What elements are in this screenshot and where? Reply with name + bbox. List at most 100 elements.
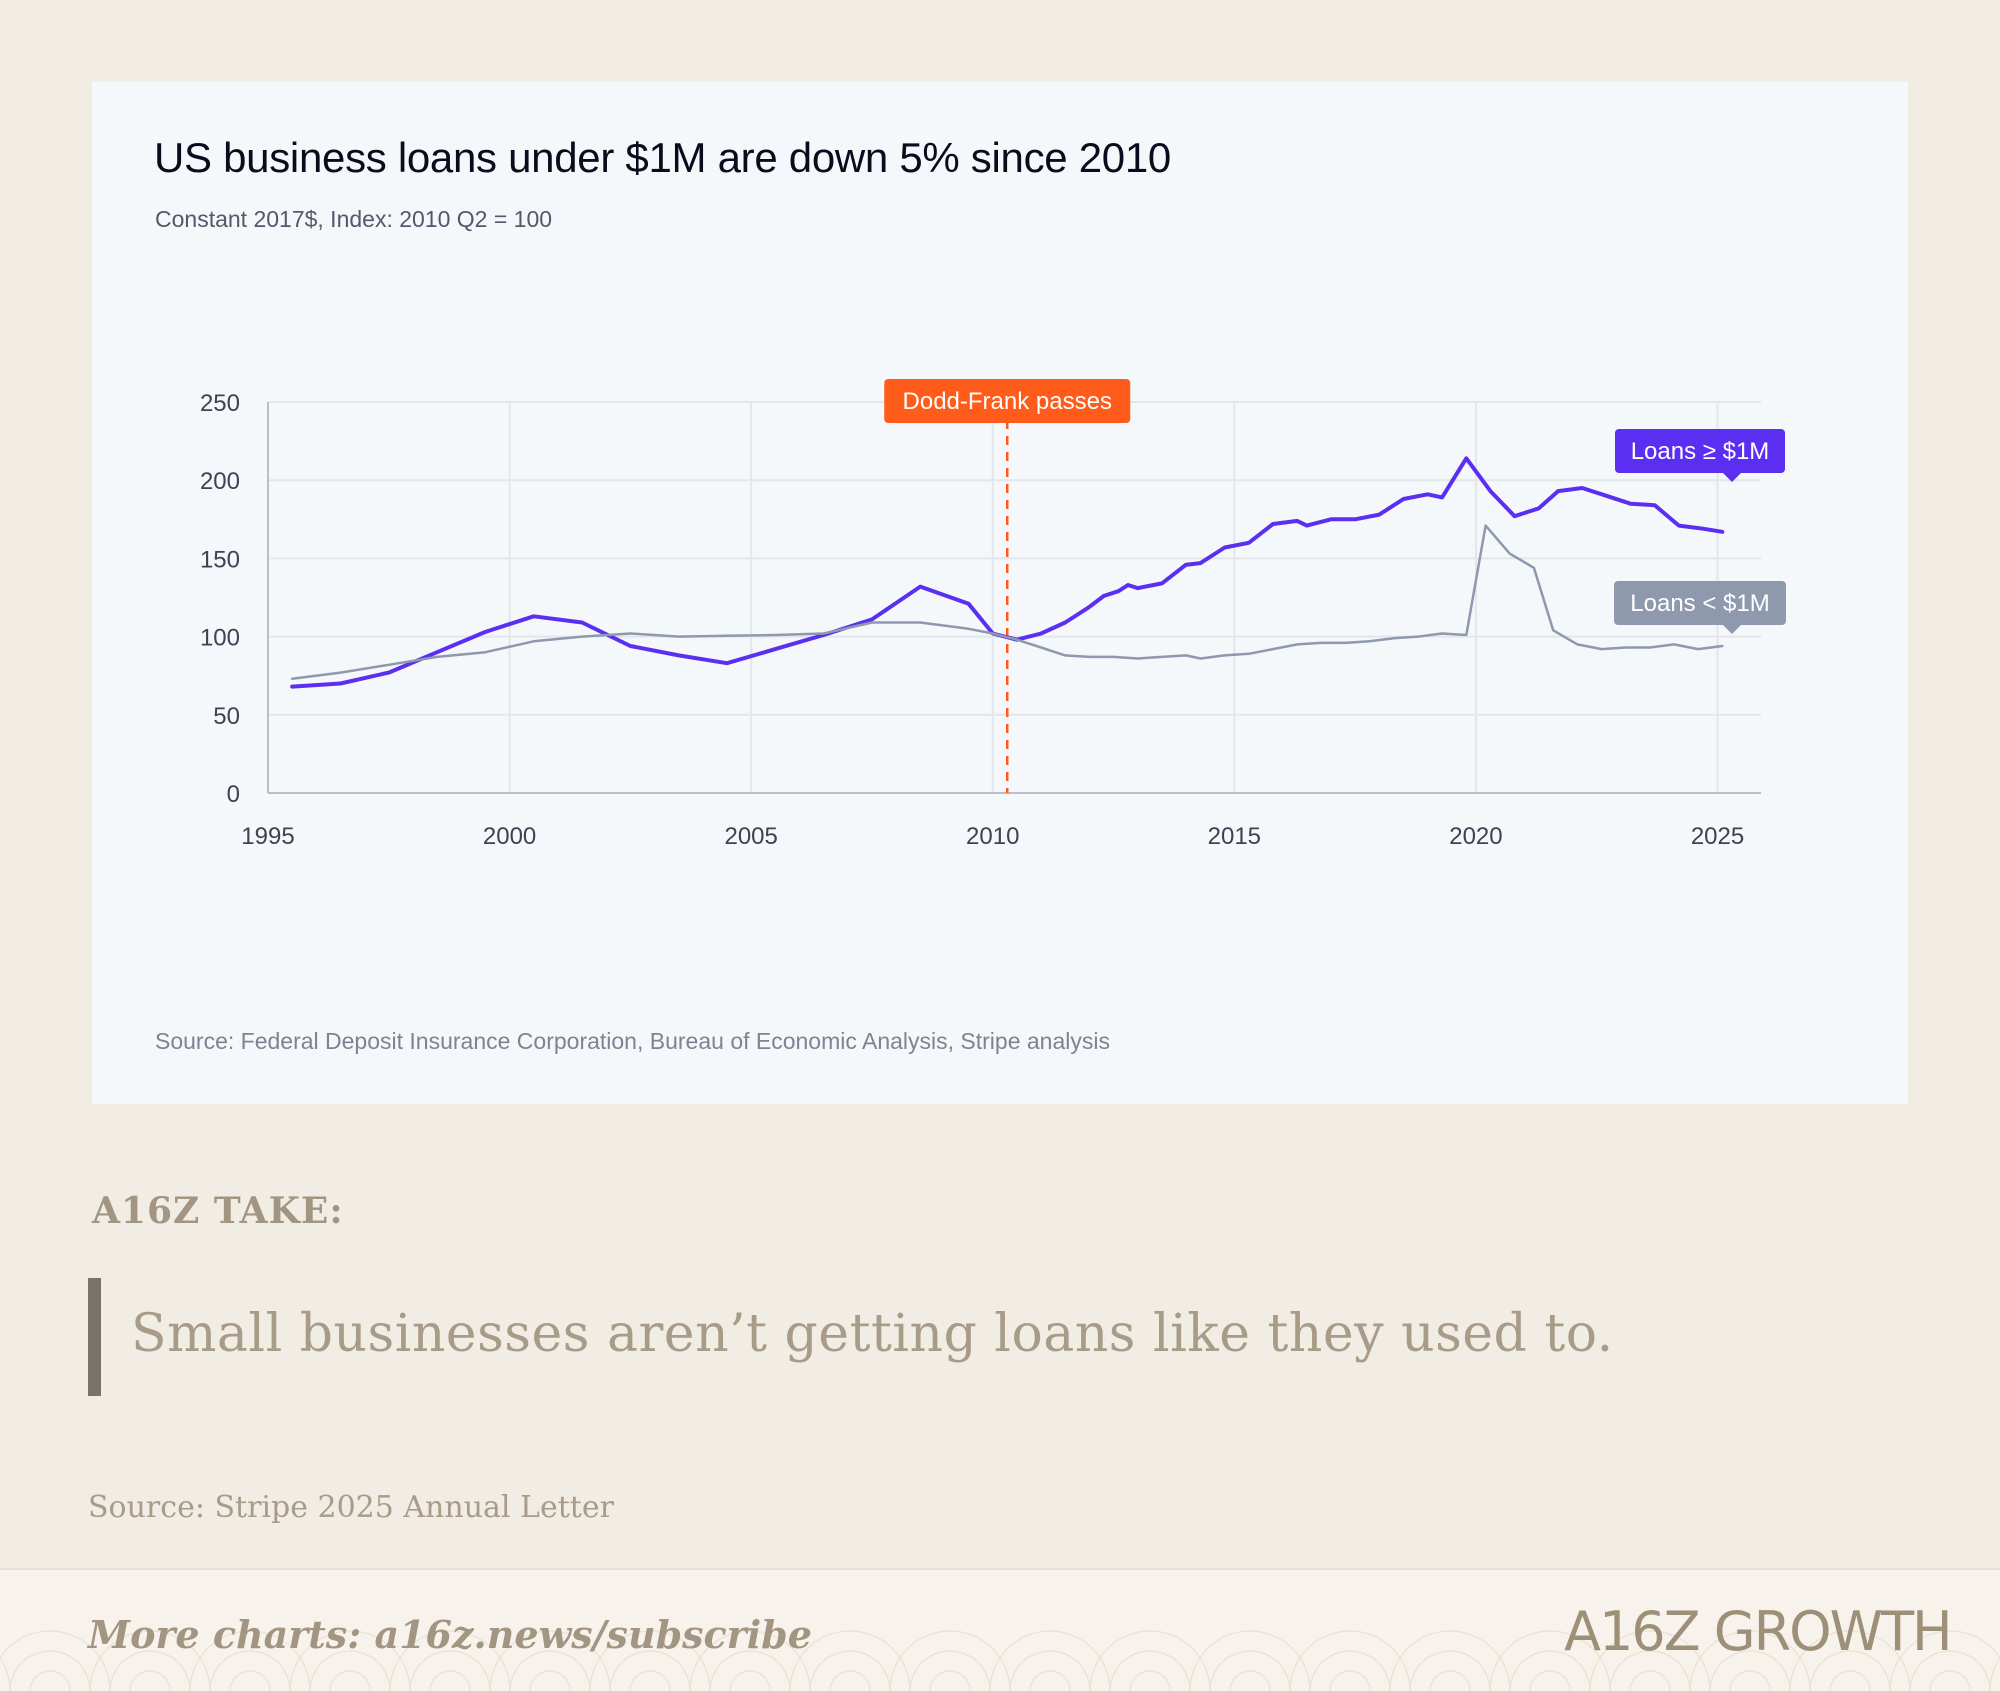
quote-bar xyxy=(88,1278,101,1396)
series-label: Loans ≥ $1M xyxy=(1631,438,1770,465)
pattern-arc xyxy=(629,1670,671,1691)
y-tick-label: 250 xyxy=(200,390,240,417)
pattern-arc xyxy=(1709,1650,1791,1691)
pattern-arc xyxy=(1109,1650,1191,1691)
dodd-frank-tag xyxy=(884,379,1131,423)
pattern-arc xyxy=(1389,1630,1511,1691)
pattern-arc xyxy=(529,1670,571,1691)
pattern-arc xyxy=(1489,1630,1611,1691)
pattern-arc xyxy=(829,1670,871,1691)
brand-logo: A16Z GROWTH xyxy=(1564,1600,1953,1663)
x-tick-label: 2020 xyxy=(1449,823,1502,850)
series-label-pointer xyxy=(1723,625,1741,634)
pattern-arc xyxy=(1429,1670,1471,1691)
pattern-arc xyxy=(1089,1630,1211,1691)
pattern-arc xyxy=(429,1670,471,1691)
subscribe-link[interactable]: More charts: a16z.news/subscribe xyxy=(88,1612,812,1657)
pattern-arc xyxy=(1229,1670,1271,1691)
pattern-arc xyxy=(1289,1630,1411,1691)
pattern-arc xyxy=(1409,1650,1491,1691)
series-label: Loans < $1M xyxy=(1630,590,1769,617)
pattern-arc xyxy=(9,1650,91,1691)
pattern-arc xyxy=(1729,1670,1771,1691)
pattern-arc xyxy=(689,1630,811,1691)
pattern-arc xyxy=(1829,1670,1871,1691)
y-tick-label: 200 xyxy=(200,468,240,495)
chart-plot: 0 50 100 150 200 250 1995 2000 2005 2010 2015 2020 2… xyxy=(200,379,1786,850)
series-line-1 xyxy=(290,456,1725,689)
pattern-arc xyxy=(1589,1630,1711,1691)
chart-source: Source: Federal Deposit Insurance Corpor… xyxy=(155,1028,1110,1054)
pattern-arc xyxy=(1329,1670,1371,1691)
axes: 0 50 100 150 200 250 1995 2000 2005 2010 2015 2020 2… xyxy=(200,390,1761,850)
chart-title: US business loans under $1M are down 5% … xyxy=(154,134,1171,181)
pattern-arc xyxy=(409,1650,491,1691)
pattern-arc xyxy=(1529,1670,1571,1691)
footer-pattern xyxy=(0,1630,2000,1691)
pattern-arc xyxy=(1989,1656,2000,1691)
pattern-arc xyxy=(189,1630,311,1691)
pattern-arc xyxy=(129,1670,171,1691)
pattern-arc xyxy=(1889,1630,2000,1691)
pattern-arc xyxy=(209,1650,291,1691)
chart-subtitle: Constant 2017$, Index: 2010 Q2 = 100 xyxy=(155,206,553,232)
pattern-arc xyxy=(229,1670,271,1691)
pattern-arc xyxy=(589,1630,711,1691)
dodd-frank-label: Dodd-Frank passes xyxy=(903,388,1112,415)
chart-card xyxy=(92,82,1908,1104)
pattern-arc xyxy=(109,1650,191,1691)
pattern-arc xyxy=(1189,1630,1311,1691)
y-tick-label: 50 xyxy=(213,703,240,730)
pattern-arc xyxy=(1689,1630,1811,1691)
pattern-arc xyxy=(729,1670,771,1691)
pattern-arc xyxy=(89,1630,211,1691)
pattern-arc xyxy=(1129,1670,1171,1691)
take-label: A16Z TAKE: xyxy=(92,1190,344,1232)
pattern-arc xyxy=(789,1630,911,1691)
pattern-arc xyxy=(509,1650,591,1691)
pattern-arc xyxy=(29,1670,71,1691)
pattern-arc xyxy=(1909,1650,1991,1691)
pattern-arc xyxy=(1209,1650,1291,1691)
pattern-arc xyxy=(1509,1650,1591,1691)
annotations: Dodd-Frank passes xyxy=(884,379,1131,793)
x-tick-label: 1995 xyxy=(241,823,294,850)
series-line-2 xyxy=(290,524,1724,681)
pattern-arc xyxy=(0,1630,111,1691)
pattern-arc xyxy=(909,1650,991,1691)
x-tick-label: 2015 xyxy=(1208,823,1261,850)
letter-source: Source: Stripe 2025 Annual Letter xyxy=(88,1490,614,1525)
pattern-arc xyxy=(1809,1650,1891,1691)
pattern-arc xyxy=(889,1630,1011,1691)
pattern-arc xyxy=(489,1630,611,1691)
series-label-bg xyxy=(1614,581,1786,625)
pattern-arc xyxy=(0,1656,11,1691)
pattern-arc xyxy=(309,1650,391,1691)
x-tick-label: 2000 xyxy=(483,823,536,850)
take-quote: Small businesses aren’t getting loans li… xyxy=(131,1304,1614,1364)
series-labels: Loans ≥ $1M Loans < $1M xyxy=(1614,429,1786,634)
footer: More charts: a16z.news/subscribe A16Z GR… xyxy=(0,1568,2000,1691)
y-tick-label: 100 xyxy=(200,625,240,652)
pattern-arc xyxy=(1629,1670,1671,1691)
pattern-arc xyxy=(329,1670,371,1691)
pattern-arc xyxy=(289,1630,411,1691)
x-tick-label: 2005 xyxy=(724,823,777,850)
pattern-arc xyxy=(709,1650,791,1691)
series-label-bg xyxy=(1615,429,1785,473)
x-tick-label: 2010 xyxy=(966,823,1019,850)
y-tick-label: 150 xyxy=(200,546,240,573)
y-tick-label: 0 xyxy=(227,781,240,808)
pattern-arc xyxy=(609,1650,691,1691)
pattern-arc xyxy=(809,1650,891,1691)
pattern-arc xyxy=(1789,1630,1911,1691)
pattern-arc xyxy=(389,1630,511,1691)
series-label-pointer xyxy=(1723,473,1741,482)
series xyxy=(290,456,1725,689)
pattern-arc xyxy=(1029,1670,1071,1691)
pattern-arc xyxy=(1309,1650,1391,1691)
pattern-arc xyxy=(929,1670,971,1691)
grid xyxy=(268,401,1761,793)
pattern-arc xyxy=(989,1630,1111,1691)
pattern-arc xyxy=(1929,1670,1971,1691)
